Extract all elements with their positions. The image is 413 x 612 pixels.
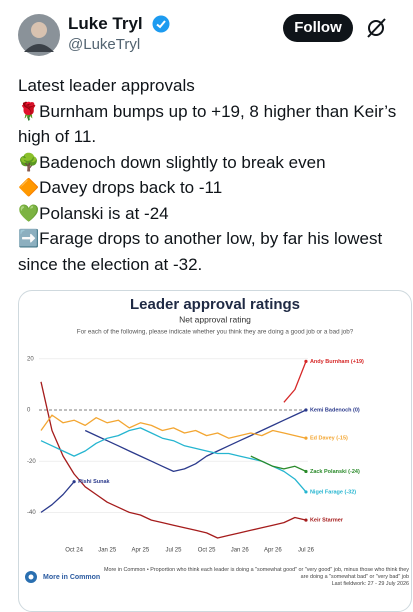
logo-mark	[28, 574, 34, 580]
series-line	[40, 481, 75, 513]
tweet-paragraph: 💚Polanski is at -24	[18, 203, 169, 223]
series-label: Zack Polanski (-24)	[310, 469, 360, 475]
tweet-paragraph: 🌳Badenoch down slightly to break even	[18, 152, 326, 172]
x-tick-label: Jan 26	[231, 548, 250, 554]
footer-fieldwork: Last fieldwork: 27 - 29 July 2026	[331, 581, 409, 587]
tweet-text: Latest leader approvals 🌹Burnham bumps up…	[18, 73, 408, 277]
x-tick-label: Apr 25	[132, 548, 150, 554]
x-tick-label: Jul 26	[298, 548, 315, 554]
handle[interactable]: @LukeTryl	[68, 36, 141, 53]
display-name[interactable]: Luke Tryl	[68, 14, 143, 33]
footer-note: More in Common • Proportion who think ea…	[104, 567, 409, 580]
end-point	[304, 518, 308, 522]
series-line	[40, 381, 307, 539]
series-label: Ed Davey (-15)	[310, 436, 348, 442]
footer-box: More in Common • Proportion who think ea…	[104, 567, 409, 587]
end-point	[304, 469, 308, 474]
tweet-paragraph: ➡️Farage drops to another low, by far hi…	[18, 229, 383, 274]
end-point	[304, 359, 308, 363]
end-point	[304, 436, 308, 440]
y-tick-label: 20	[27, 356, 34, 362]
x-tick-label: Oct 25	[198, 548, 216, 554]
tweet-paragraph: 🔶Davey drops back to -11	[18, 178, 223, 197]
series-line	[250, 455, 307, 472]
avatar[interactable]	[18, 14, 60, 56]
grok-icon[interactable]	[364, 16, 388, 40]
series-label: Rishi Sunak	[78, 479, 110, 485]
series-label: Nigel Farage (-32)	[310, 489, 356, 495]
chart: Leader approval ratings Net approval rat…	[25, 296, 409, 587]
y-tick-label: -40	[27, 510, 36, 516]
y-tick-label: -20	[27, 459, 36, 465]
series-line	[40, 414, 307, 439]
x-tick-label: Apr 26	[264, 548, 282, 554]
x-tick-label: Jan 25	[98, 548, 117, 554]
series-line	[84, 409, 307, 473]
x-tick-label: Oct 24	[65, 548, 83, 554]
end-point	[304, 408, 308, 412]
y-tick-label: 0	[27, 408, 31, 414]
end-point	[72, 480, 76, 484]
series-label: Kemi Badenoch (0)	[310, 407, 360, 413]
verified-badge	[152, 15, 170, 33]
tweet-paragraph: Latest leader approvals	[18, 76, 195, 95]
x-tick-label: Jul 25	[165, 548, 182, 554]
end-point	[304, 490, 308, 494]
chart-subtitle: Net approval rating	[179, 314, 251, 324]
series-label: Keir Starmer	[310, 518, 344, 524]
series-line	[283, 361, 307, 403]
logo-text: More in Common	[43, 574, 100, 581]
chart-title: Leader approval ratings	[130, 296, 300, 313]
chart-question: For each of the following, please indica…	[77, 329, 354, 336]
tweet-paragraph: 🌹Burnham bumps up to +19, 8 higher than …	[18, 101, 397, 147]
follow-button[interactable]: Follow	[283, 14, 353, 42]
series-label: Andy Burnham (+19)	[310, 359, 364, 365]
media-card[interactable]: Leader approval ratings Net approval rat…	[18, 290, 412, 612]
